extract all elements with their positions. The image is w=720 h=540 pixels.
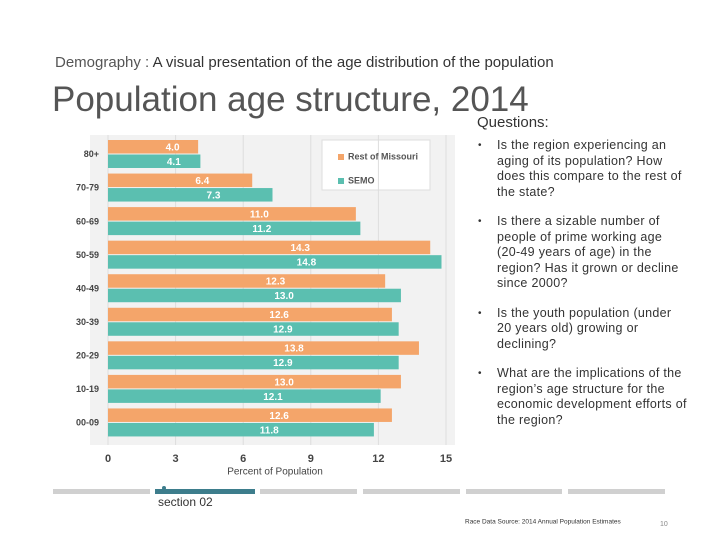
x-axis-label: Percent of Population — [227, 467, 323, 478]
x-tick-label: 0 — [105, 453, 111, 465]
nav-dot — [162, 486, 166, 490]
bar — [108, 341, 419, 355]
data-label: 13.8 — [284, 344, 304, 355]
bar — [108, 288, 401, 303]
legend-label: SEMO — [348, 175, 375, 185]
section-label: section 02 — [158, 495, 213, 509]
y-tick-label: 00-09 — [76, 418, 99, 428]
data-label: 14.3 — [290, 243, 310, 254]
y-tick-label: 20-29 — [76, 350, 99, 360]
nav-bar — [53, 489, 150, 494]
data-label: 12.9 — [273, 358, 293, 369]
header-label: Demography : — [55, 54, 150, 71]
bar — [108, 389, 381, 403]
bar — [108, 274, 386, 288]
source-note: Race Data Source: 2014 Annual Population… — [465, 519, 621, 526]
data-label: 7.3 — [207, 190, 221, 201]
data-label: 13.0 — [274, 377, 294, 388]
bar — [108, 408, 392, 422]
y-tick-label: 70-79 — [76, 183, 99, 193]
data-label: 12.1 — [263, 392, 283, 403]
bar — [108, 207, 356, 221]
bar — [108, 322, 399, 336]
data-label: 12.9 — [273, 325, 293, 336]
data-label: 4.1 — [167, 157, 181, 168]
data-label: 12.6 — [269, 310, 289, 321]
y-tick-label: 30-39 — [76, 317, 99, 327]
page-number: 10 — [660, 521, 668, 528]
slide-title: Population age structure, 2014 — [52, 80, 529, 119]
nav-bar-active — [155, 489, 255, 494]
nav-bar — [363, 489, 460, 494]
data-label: 12.3 — [266, 277, 286, 288]
bar — [108, 173, 253, 188]
data-label: 4.0 — [166, 142, 180, 153]
header-subtitle: A visual presentation of the age distrib… — [152, 54, 554, 71]
x-tick-label: 3 — [173, 453, 179, 465]
subtitle-block: Demography : A visual presentation of th… — [55, 54, 615, 71]
y-tick-label: 80+ — [84, 149, 99, 159]
data-label: 11.2 — [252, 224, 271, 235]
data-label: 14.8 — [297, 258, 317, 269]
data-label: 12.6 — [269, 411, 289, 422]
question: Is there a sizable number of people of p… — [478, 214, 688, 292]
data-label: 6.4 — [195, 176, 209, 187]
data-label: 13.0 — [274, 291, 294, 302]
bar — [108, 188, 273, 202]
x-tick-label: 15 — [440, 453, 452, 465]
bar — [108, 140, 199, 154]
y-tick-label: 10-19 — [76, 384, 99, 394]
y-tick-label: 50-59 — [76, 250, 99, 260]
nav-bar — [466, 489, 562, 494]
data-label: 11.0 — [250, 210, 269, 221]
question: Is the youth population (under 20 years … — [478, 306, 688, 353]
x-tick-label: 12 — [372, 453, 384, 465]
nav-bar — [568, 489, 665, 494]
question-list: Is the region experiencing an aging of i… — [478, 138, 688, 442]
legend-label: Rest of Missouri — [348, 151, 418, 161]
x-tick-label: 9 — [308, 453, 314, 465]
question: Is the region experiencing an aging of i… — [478, 138, 688, 200]
bar — [108, 240, 431, 255]
data-label: 11.8 — [260, 425, 279, 436]
bar — [108, 221, 361, 236]
legend-swatch — [338, 154, 344, 160]
bar — [108, 355, 399, 370]
bar — [108, 307, 392, 322]
x-tick-label: 6 — [240, 453, 246, 465]
y-tick-label: 60-69 — [76, 216, 99, 226]
bar — [108, 374, 401, 389]
bar — [108, 422, 374, 437]
question: What are the implications of the region’… — [478, 366, 688, 428]
legend-swatch — [338, 178, 344, 184]
bar — [108, 154, 201, 168]
y-tick-label: 40-49 — [76, 283, 99, 293]
bar — [108, 255, 442, 269]
questions-heading: Questions: — [477, 114, 549, 131]
nav-bar — [260, 489, 357, 494]
